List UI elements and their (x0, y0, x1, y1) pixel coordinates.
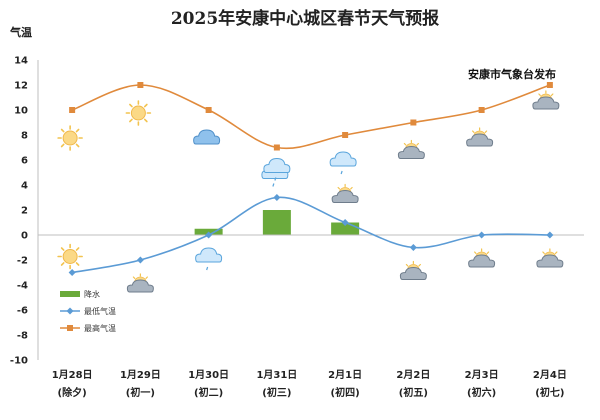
x-category-date: 2月1日 (328, 369, 362, 381)
y-tick-label: 12 (14, 81, 28, 92)
low-temp-point (205, 231, 213, 239)
legend-marker-square (67, 325, 73, 331)
low-temp-point (136, 256, 144, 264)
y-tick-label: -4 (17, 281, 28, 292)
issuer-annotation: 安康市气象台发布 (468, 67, 556, 81)
cloud-icon (193, 129, 221, 145)
low-temp-point (409, 244, 417, 251)
partly-cloudy-icon (397, 139, 425, 160)
partly-cloudy-icon (466, 127, 494, 147)
y-tick-label: 4 (21, 181, 28, 192)
partly-cloudy-icon (126, 273, 154, 293)
legend-marker-diamond (66, 307, 74, 315)
temperature-lines (68, 82, 554, 276)
low-temp-point (273, 194, 281, 201)
low-temp-point (341, 219, 349, 226)
x-category-date: 1月28日 (52, 369, 93, 381)
high-temp-point (69, 107, 76, 113)
y-tick-label: 8 (21, 131, 28, 142)
partly-cloudy-icon (331, 183, 359, 204)
x-category-festival-day: (初二) (194, 386, 223, 399)
sun-icon (57, 243, 83, 270)
x-category-date: 2月2日 (396, 369, 430, 381)
legend-label: 最高气温 (84, 323, 116, 333)
cloud-rain-icon (329, 151, 357, 175)
y-tick-label: 2 (21, 206, 28, 217)
x-category-festival-day: (初六) (467, 386, 496, 399)
low-temp-point (68, 269, 76, 276)
legend-label: 降水 (84, 289, 100, 299)
high-temp-point (273, 144, 280, 151)
y-tick-label: -8 (17, 331, 28, 342)
x-category-festival-day: (初三) (262, 386, 291, 399)
low-temp-line (71, 196, 550, 274)
y-tick-label: -2 (17, 256, 28, 267)
high-temp-point (410, 119, 417, 126)
y-tick-label: 6 (21, 156, 28, 167)
y-tick-label: -10 (10, 356, 28, 367)
x-axis-categories: 1月28日 (除夕) 1月29日 (初一) 1月30日 (初二) 1月31日 (初三) 2月1日… (52, 369, 567, 399)
x-category-date: 1月30日 (188, 369, 229, 381)
high-temp-point (478, 107, 485, 113)
high-temp-point (137, 82, 144, 88)
x-category-festival-day: (初四) (331, 386, 360, 399)
high-temp-point (546, 82, 553, 88)
sun-icon (57, 125, 83, 151)
partly-cloudy-icon (399, 260, 427, 281)
x-category-festival-day: (除夕) (58, 386, 87, 399)
high-temp-point (205, 107, 212, 113)
y-tick-label: 14 (14, 56, 28, 67)
y-tick-label: 0 (21, 231, 28, 242)
cloud-rain-icon (195, 247, 223, 271)
precipitation-bar (262, 210, 291, 235)
x-category-festival-day: (初一) (126, 386, 155, 399)
x-category-date: 1月29日 (120, 369, 161, 381)
x-category-festival-day: (初五) (399, 386, 428, 399)
y-tick-label: -6 (17, 306, 28, 317)
precipitation-bars (194, 210, 360, 235)
partly-cloudy-icon (468, 248, 496, 268)
low-temp-point (546, 231, 554, 239)
high-temp-line (71, 84, 551, 150)
y-axis-label: 气温 (9, 25, 32, 39)
partly-cloudy-icon (536, 248, 564, 268)
x-category-festival-day: (初七) (535, 386, 564, 399)
y-tick-label: 10 (14, 106, 28, 117)
x-category-date: 2月3日 (465, 369, 499, 381)
low-temp-point (478, 231, 486, 239)
legend-swatch-precipitation (60, 291, 80, 297)
sun-icon (125, 100, 152, 126)
partly-cloudy-icon (532, 90, 560, 110)
high-temp-point (342, 132, 349, 138)
x-category-date: 1月31日 (256, 369, 297, 381)
chart-title: 2025年安康中心城区春节天气预报 (171, 8, 439, 29)
x-category-date: 2月4日 (533, 369, 567, 381)
y-axis-ticks: -10 -8 -6 -4 -2 0 2 4 6 8 10 12 14 (10, 56, 28, 367)
legend-label: 最低气温 (84, 306, 116, 316)
